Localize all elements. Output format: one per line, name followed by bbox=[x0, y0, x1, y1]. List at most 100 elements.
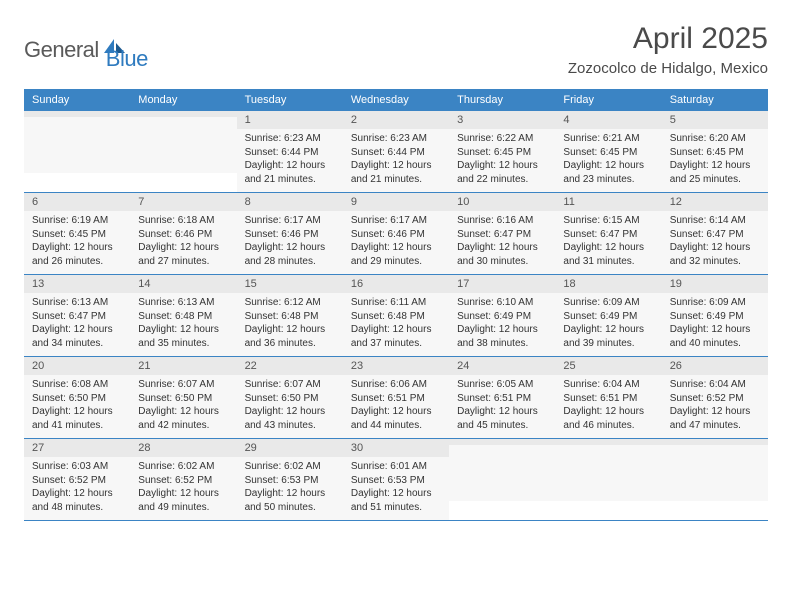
weekday-header: Wednesday bbox=[343, 89, 449, 111]
sunrise-text: Sunrise: 6:15 AM bbox=[563, 214, 653, 228]
day-number: 29 bbox=[237, 439, 343, 457]
sunset-text: Sunset: 6:48 PM bbox=[351, 310, 441, 324]
sunrise-text: Sunrise: 6:09 AM bbox=[670, 296, 760, 310]
daylight-text: Daylight: 12 hours and 48 minutes. bbox=[32, 487, 122, 514]
day-body: Sunrise: 6:16 AMSunset: 6:47 PMDaylight:… bbox=[449, 211, 555, 274]
day-number: 12 bbox=[662, 193, 768, 211]
day-body: Sunrise: 6:04 AMSunset: 6:51 PMDaylight:… bbox=[555, 375, 661, 438]
day-number: 6 bbox=[24, 193, 130, 211]
daylight-text: Daylight: 12 hours and 32 minutes. bbox=[670, 241, 760, 268]
day-body: Sunrise: 6:13 AMSunset: 6:48 PMDaylight:… bbox=[130, 293, 236, 356]
daylight-text: Daylight: 12 hours and 31 minutes. bbox=[563, 241, 653, 268]
sunrise-text: Sunrise: 6:17 AM bbox=[351, 214, 441, 228]
day-number: 20 bbox=[24, 357, 130, 375]
day-body: Sunrise: 6:05 AMSunset: 6:51 PMDaylight:… bbox=[449, 375, 555, 438]
day-body: Sunrise: 6:06 AMSunset: 6:51 PMDaylight:… bbox=[343, 375, 449, 438]
day-number: 27 bbox=[24, 439, 130, 457]
day-number: 15 bbox=[237, 275, 343, 293]
day-body: Sunrise: 6:11 AMSunset: 6:48 PMDaylight:… bbox=[343, 293, 449, 356]
sunset-text: Sunset: 6:47 PM bbox=[563, 228, 653, 242]
day-cell bbox=[662, 439, 768, 520]
sunset-text: Sunset: 6:45 PM bbox=[457, 146, 547, 160]
logo-text-blue: Blue bbox=[106, 28, 148, 72]
day-cell: 27Sunrise: 6:03 AMSunset: 6:52 PMDayligh… bbox=[24, 439, 130, 520]
day-body: Sunrise: 6:17 AMSunset: 6:46 PMDaylight:… bbox=[237, 211, 343, 274]
week-row: 1Sunrise: 6:23 AMSunset: 6:44 PMDaylight… bbox=[24, 111, 768, 193]
sunrise-text: Sunrise: 6:23 AM bbox=[245, 132, 335, 146]
sunrise-text: Sunrise: 6:18 AM bbox=[138, 214, 228, 228]
day-cell: 14Sunrise: 6:13 AMSunset: 6:48 PMDayligh… bbox=[130, 275, 236, 356]
day-body: Sunrise: 6:20 AMSunset: 6:45 PMDaylight:… bbox=[662, 129, 768, 192]
sunrise-text: Sunrise: 6:19 AM bbox=[32, 214, 122, 228]
day-cell: 3Sunrise: 6:22 AMSunset: 6:45 PMDaylight… bbox=[449, 111, 555, 192]
sunset-text: Sunset: 6:46 PM bbox=[245, 228, 335, 242]
day-body: Sunrise: 6:03 AMSunset: 6:52 PMDaylight:… bbox=[24, 457, 130, 520]
sunset-text: Sunset: 6:53 PM bbox=[351, 474, 441, 488]
sunset-text: Sunset: 6:44 PM bbox=[245, 146, 335, 160]
sunrise-text: Sunrise: 6:23 AM bbox=[351, 132, 441, 146]
weekday-header: Tuesday bbox=[237, 89, 343, 111]
day-cell: 20 Sunrise: 6:08 AMSunset: 6:50 PMDayligh… bbox=[24, 357, 130, 438]
day-number: 8 bbox=[237, 193, 343, 211]
daylight-text: Daylight: 12 hours and 29 minutes. bbox=[351, 241, 441, 268]
day-cell: 13Sunrise: 6:13 AMSunset: 6:47 PMDayligh… bbox=[24, 275, 130, 356]
day-cell bbox=[130, 111, 236, 192]
daylight-text: Daylight: 12 hours and 51 minutes. bbox=[351, 487, 441, 514]
day-body: Sunrise: 6:19 AMSunset: 6:45 PMDaylight:… bbox=[24, 211, 130, 274]
day-number: 11 bbox=[555, 193, 661, 211]
sunset-text: Sunset: 6:48 PM bbox=[245, 310, 335, 324]
daylight-text: Daylight: 12 hours and 49 minutes. bbox=[138, 487, 228, 514]
sunrise-text: Sunrise: 6:08 AM bbox=[32, 378, 122, 392]
day-cell: 9Sunrise: 6:17 AMSunset: 6:46 PMDaylight… bbox=[343, 193, 449, 274]
day-number: 25 bbox=[555, 357, 661, 375]
weekday-header: Thursday bbox=[449, 89, 555, 111]
day-number: 1 bbox=[237, 111, 343, 129]
sunrise-text: Sunrise: 6:10 AM bbox=[457, 296, 547, 310]
day-number: 23 bbox=[343, 357, 449, 375]
day-body: Sunrise: 6:12 AMSunset: 6:48 PMDaylight:… bbox=[237, 293, 343, 356]
day-cell: 19Sunrise: 6:09 AMSunset: 6:49 PMDayligh… bbox=[662, 275, 768, 356]
day-number: 3 bbox=[449, 111, 555, 129]
sunrise-text: Sunrise: 6:07 AM bbox=[245, 378, 335, 392]
week-row: 6Sunrise: 6:19 AMSunset: 6:45 PMDaylight… bbox=[24, 193, 768, 275]
daylight-text: Daylight: 12 hours and 28 minutes. bbox=[245, 241, 335, 268]
day-number: 28 bbox=[130, 439, 236, 457]
day-body bbox=[130, 117, 236, 173]
sunrise-text: Sunrise: 6:11 AM bbox=[351, 296, 441, 310]
sunset-text: Sunset: 6:52 PM bbox=[32, 474, 122, 488]
title-location: Zozocolco de Hidalgo, Mexico bbox=[568, 60, 768, 77]
day-number: 26 bbox=[662, 357, 768, 375]
daylight-text: Daylight: 12 hours and 41 minutes. bbox=[32, 405, 122, 432]
daylight-text: Daylight: 12 hours and 21 minutes. bbox=[351, 159, 441, 186]
day-number: 13 bbox=[24, 275, 130, 293]
day-cell: 2Sunrise: 6:23 AMSunset: 6:44 PMDaylight… bbox=[343, 111, 449, 192]
sunset-text: Sunset: 6:50 PM bbox=[32, 392, 122, 406]
sunrise-text: Sunrise: 6:13 AM bbox=[138, 296, 228, 310]
daylight-text: Daylight: 12 hours and 36 minutes. bbox=[245, 323, 335, 350]
day-body: Sunrise: 6:02 AMSunset: 6:52 PMDaylight:… bbox=[130, 457, 236, 520]
sunrise-text: Sunrise: 6:02 AM bbox=[245, 460, 335, 474]
daylight-text: Daylight: 12 hours and 40 minutes. bbox=[670, 323, 760, 350]
daylight-text: Daylight: 12 hours and 38 minutes. bbox=[457, 323, 547, 350]
daylight-text: Daylight: 12 hours and 42 minutes. bbox=[138, 405, 228, 432]
day-body: Sunrise: 6:13 AMSunset: 6:47 PMDaylight:… bbox=[24, 293, 130, 356]
day-cell: 11 Sunrise: 6:15 AMSunset: 6:47 PMDayligh… bbox=[555, 193, 661, 274]
daylight-text: Daylight: 12 hours and 39 minutes. bbox=[563, 323, 653, 350]
day-number: 18 bbox=[555, 275, 661, 293]
day-body: Sunrise: 6:02 AMSunset: 6:53 PMDaylight:… bbox=[237, 457, 343, 520]
sunset-text: Sunset: 6:49 PM bbox=[457, 310, 547, 324]
day-cell: 15Sunrise: 6:12 AMSunset: 6:48 PMDayligh… bbox=[237, 275, 343, 356]
day-cell: 29Sunrise: 6:02 AMSunset: 6:53 PMDayligh… bbox=[237, 439, 343, 520]
daylight-text: Daylight: 12 hours and 25 minutes. bbox=[670, 159, 760, 186]
day-cell: 30Sunrise: 6:01 AMSunset: 6:53 PMDayligh… bbox=[343, 439, 449, 520]
day-body: Sunrise: 6:21 AMSunset: 6:45 PMDaylight:… bbox=[555, 129, 661, 192]
daylight-text: Daylight: 12 hours and 27 minutes. bbox=[138, 241, 228, 268]
sunset-text: Sunset: 6:46 PM bbox=[138, 228, 228, 242]
calendar-grid: Sunday Monday Tuesday Wednesday Thursday… bbox=[24, 89, 768, 521]
day-cell: 17Sunrise: 6:10 AMSunset: 6:49 PMDayligh… bbox=[449, 275, 555, 356]
calendar-page: General Blue April 2025 Zozocolco de Hid… bbox=[0, 0, 792, 521]
day-cell: 8Sunrise: 6:17 AMSunset: 6:46 PMDaylight… bbox=[237, 193, 343, 274]
day-cell: 26Sunrise: 6:04 AMSunset: 6:52 PMDayligh… bbox=[662, 357, 768, 438]
day-body bbox=[662, 445, 768, 501]
sunrise-text: Sunrise: 6:03 AM bbox=[32, 460, 122, 474]
